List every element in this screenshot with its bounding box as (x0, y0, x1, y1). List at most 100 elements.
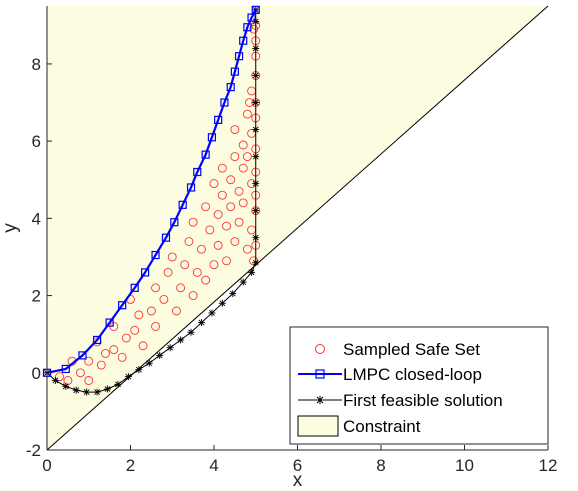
feasible-point (83, 388, 91, 396)
feasible-line (46, 9, 257, 393)
safe-set-point (184, 237, 194, 246)
safe-set-point (197, 244, 206, 254)
legend-label-sampled-safe-set: Sampled Safe Set (343, 340, 480, 359)
lmpc-closed-loop-series (42, 5, 260, 377)
lmpc-point (170, 218, 179, 227)
feasible-point (51, 377, 59, 385)
y-tick-label: -2 (26, 441, 41, 460)
safe-set-point (217, 163, 227, 173)
safe-set-point (230, 125, 240, 134)
safe-set-point (234, 186, 244, 196)
safe-set-point (242, 109, 252, 119)
legend-label-lmpc-closed-loop: LMPC closed-loop (343, 365, 482, 384)
legend-marker-star (316, 396, 324, 404)
lmpc-line (46, 9, 257, 374)
safe-set-point (230, 152, 240, 162)
legend-marker-square (315, 369, 325, 379)
feasible-point (208, 309, 216, 317)
lmpc-point (230, 67, 239, 76)
feasible-point (229, 290, 237, 298)
legend-swatch-constraint (297, 415, 339, 437)
lmpc-point (226, 82, 235, 92)
x-tick-label: 12 (539, 456, 558, 475)
x-axis-ticks: 0 2 4 6 8 10 12 (42, 445, 557, 475)
safe-set-point (242, 152, 252, 162)
feasible-point (252, 207, 260, 215)
safe-set-point (55, 372, 64, 382)
y-axis-label: y (0, 223, 21, 233)
lmpc-point (251, 5, 260, 14)
y-tick-label: 0 (32, 364, 41, 383)
feasible-point (248, 268, 256, 276)
feasible-point (252, 99, 260, 107)
safe-set-point (134, 310, 144, 320)
safe-set-point (96, 360, 106, 370)
y-tick-label: 2 (32, 287, 41, 306)
safe-set-point (213, 210, 223, 219)
lmpc-point (161, 233, 171, 242)
feasible-point (239, 278, 247, 286)
feasible-point (252, 71, 260, 79)
lmpc-point (130, 283, 139, 292)
safe-set-point (192, 267, 202, 277)
safe-set-point (146, 306, 156, 316)
x-axis-label: x (293, 470, 303, 491)
safe-set-point (238, 198, 248, 208)
lmpc-point (207, 133, 217, 142)
safe-set-point (209, 179, 219, 189)
feasible-point (62, 382, 70, 390)
feasible-point (114, 380, 122, 388)
feasible-point (252, 153, 260, 161)
lmpc-point (186, 183, 196, 192)
feasible-point (252, 259, 260, 267)
lmpc-point (105, 318, 114, 327)
x-tick-label: 0 (42, 456, 51, 475)
safe-set-point (222, 221, 231, 231)
lmpc-point (151, 250, 160, 260)
safe-set-point (75, 368, 85, 378)
safe-set-point (163, 267, 173, 277)
x-tick-label: 6 (293, 456, 302, 475)
safe-set-point (201, 275, 211, 285)
x-tick-label: 4 (209, 456, 218, 475)
lmpc-point (193, 167, 202, 177)
feasible-point (197, 319, 205, 327)
safe-set-point (226, 175, 236, 185)
safe-set-point (151, 322, 161, 331)
safe-set-point (84, 376, 94, 385)
safe-set-point (138, 341, 148, 351)
safe-set-point (209, 260, 219, 270)
safe-set-point (234, 217, 244, 227)
safe-set-point (188, 217, 198, 227)
safe-set-point (167, 252, 177, 262)
safe-set-point (159, 294, 169, 304)
x-tick-label: 10 (455, 456, 474, 475)
legend-marker-circle (315, 344, 325, 354)
safe-set-point (201, 202, 211, 212)
feasible-point (252, 126, 260, 134)
safe-set-point (117, 352, 127, 362)
safe-set-point (242, 244, 252, 254)
lmpc-point (92, 335, 102, 345)
lmpc-point (118, 301, 127, 310)
safe-set-point (226, 202, 236, 212)
legend-item-lmpc-closed-loop: LMPC closed-loop (298, 365, 482, 384)
safe-set-point (205, 225, 215, 235)
feasible-point (156, 351, 164, 359)
safe-set-point (109, 345, 119, 355)
lmpc-point (214, 115, 223, 124)
lmpc-point (61, 364, 70, 374)
feasible-point (166, 344, 174, 352)
feasible-point (252, 180, 260, 188)
safe-set-point (222, 256, 231, 266)
lmpc-point (247, 13, 256, 22)
safe-set-point (151, 283, 161, 293)
lmpc-point (234, 52, 244, 61)
safe-set-point (238, 140, 248, 150)
feasible-point (124, 373, 132, 381)
feasible-point (93, 388, 101, 396)
lmpc-point (78, 351, 87, 360)
lmpc-point (239, 36, 248, 45)
feasible-point (177, 336, 185, 344)
